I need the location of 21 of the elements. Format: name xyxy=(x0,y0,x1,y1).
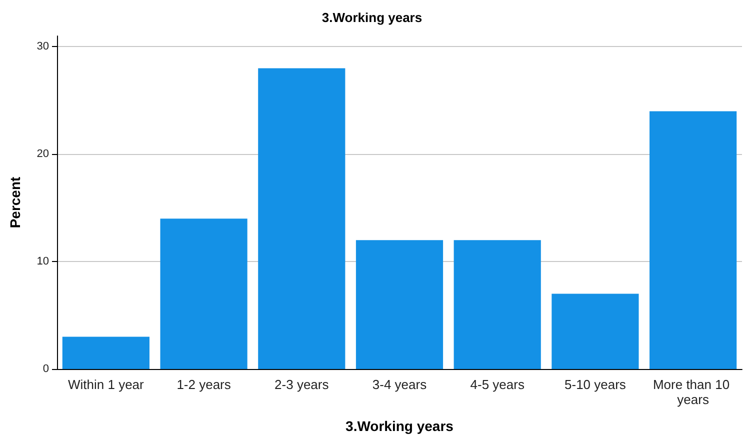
x-tick-label: Within 1 year xyxy=(68,377,145,392)
y-tick-label: 10 xyxy=(36,256,49,268)
bar xyxy=(650,111,737,369)
bar xyxy=(356,240,444,369)
x-tick-label: More than 10 years xyxy=(652,377,734,407)
bar xyxy=(62,336,150,369)
y-tick-label: 30 xyxy=(36,40,49,53)
x-tick-label: 2-3 years xyxy=(274,377,330,392)
y-tick-label: 0 xyxy=(42,363,49,375)
x-tick-label: 1-2 years xyxy=(176,377,232,392)
x-tick-label: 3-4 years xyxy=(372,377,428,392)
chart-title: 3.Working years xyxy=(322,10,422,25)
bar xyxy=(552,294,639,369)
y-tick-label: 20 xyxy=(36,148,49,160)
x-tick-label: 4-5 years xyxy=(470,377,525,392)
bar xyxy=(258,68,346,369)
bar xyxy=(454,240,541,369)
x-tick-label: 5-10 years xyxy=(564,377,626,392)
bar xyxy=(160,218,248,369)
x-axis-title: 3.Working years xyxy=(346,418,454,434)
y-axis-title: Percent xyxy=(7,176,23,228)
